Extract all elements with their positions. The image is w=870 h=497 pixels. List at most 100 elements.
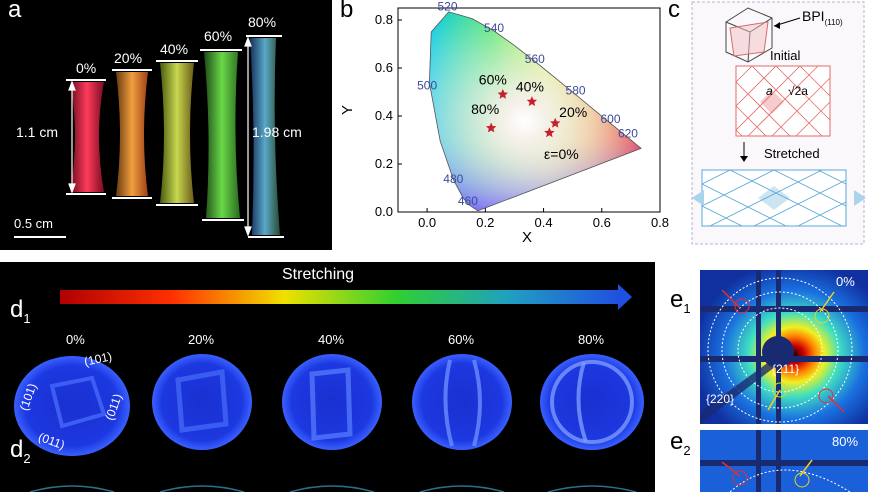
- panel-letter: a: [8, 0, 22, 23]
- e2-strain: 80%: [832, 434, 859, 449]
- x-tick-label: 0.4: [535, 215, 553, 230]
- strain-label: 40%: [160, 41, 189, 57]
- wavelength-label: 620: [618, 127, 638, 141]
- e1-sub: 1: [683, 300, 691, 316]
- wavelength-label: 560: [525, 52, 545, 66]
- y-tick-label: 0.6: [375, 60, 393, 75]
- data-point-star: [526, 96, 538, 106]
- d2-letter: d: [10, 436, 24, 463]
- stretched-lattice: [701, 169, 847, 227]
- wavelength-label: 480: [443, 172, 463, 186]
- stretching-arrow-head: [618, 284, 632, 310]
- bpi-label: BPI(110): [802, 8, 843, 27]
- x-tick-label: 0.8: [651, 215, 669, 230]
- e2-letter: e: [670, 428, 684, 455]
- disc-0: [14, 356, 130, 456]
- panel-c-svg: [691, 1, 866, 245]
- data-point-star: [485, 122, 497, 133]
- panel-a-photos: a 0% 20% 40% 60% 80% 1.1 cm 1.98 cm 0.5 …: [0, 0, 332, 250]
- disc-80: [540, 354, 644, 450]
- lattice-a: a: [766, 84, 773, 98]
- panel-d-svg: [14, 284, 644, 493]
- panel-c-schematic: c: [668, 0, 868, 248]
- strip-end-bars: [66, 35, 284, 238]
- lattice-sqrt2a: √2a: [788, 84, 808, 98]
- ring-220: {220}: [706, 392, 735, 406]
- data-point-star: [497, 88, 508, 99]
- y-tick-label: 0.0: [375, 204, 393, 219]
- x-tick-label: 0.2: [476, 215, 494, 230]
- d1-sub: 1: [23, 310, 31, 326]
- data-point-star: [544, 127, 555, 138]
- d1-label: d1: [10, 296, 31, 326]
- panel-a-svg: [14, 35, 284, 238]
- strain-label: 20%: [188, 332, 215, 347]
- x-tick-label: 0.6: [593, 215, 611, 230]
- strip-0: [70, 82, 104, 192]
- data-point-label: ε=0%: [544, 146, 579, 162]
- d2-label: d2: [10, 436, 31, 466]
- stretched-length: 1.98 cm: [252, 124, 302, 140]
- data-point-star: [550, 117, 561, 128]
- e1-label: e1: [670, 286, 691, 316]
- data-point-label: 80%: [471, 101, 499, 117]
- e2-sub: 2: [683, 442, 691, 458]
- panel-letter: b: [340, 0, 354, 23]
- d2-sub: 2: [23, 450, 31, 466]
- wavelength-label: 540: [484, 21, 504, 35]
- e1-strain: 0%: [836, 274, 855, 289]
- plot-frame: [397, 7, 661, 213]
- y-tick-label: 0.8: [375, 12, 393, 27]
- initial-label: Initial: [770, 48, 801, 63]
- stretched-label: Stretched: [764, 146, 820, 161]
- disc-60: [412, 354, 512, 450]
- data-point-label: 40%: [516, 79, 544, 95]
- stretching-title: Stretching: [282, 266, 355, 283]
- bpi-subscript: (110): [824, 17, 843, 27]
- strain-label: 20%: [114, 50, 143, 66]
- wavelength-label: 460: [458, 194, 478, 208]
- scale-bar-label: 0.5 cm: [14, 216, 54, 231]
- panel-e1-svg: [700, 270, 868, 424]
- panel-d-micrographs: Stretching d1 d2 0% 20% 40% 60% 80% (101…: [0, 262, 655, 493]
- data-point-label: 60%: [479, 71, 507, 87]
- initial-lattice: [735, 65, 831, 137]
- strip-20: [116, 72, 148, 196]
- panel-e2-saxs: e2 80%: [660, 428, 870, 493]
- bpi-text: BPI: [802, 8, 825, 24]
- disc-20: [152, 354, 252, 450]
- wavelength-label: 500: [417, 79, 437, 93]
- strain-label: 80%: [578, 332, 605, 347]
- strain-label: 60%: [448, 332, 475, 347]
- wavelength-label: 600: [600, 112, 620, 126]
- panel-e1-saxs: e1 0% {211} {220}: [660, 262, 870, 427]
- strain-label: 80%: [248, 14, 277, 30]
- strip-40: [160, 63, 194, 203]
- cie-plot-area: 0.0 0.2 0.4 0.6 0.8 0.0 0.2 0.4 0.6 0.8 X Y 520 540 56…: [339, 0, 669, 246]
- data-point-label: 20%: [559, 104, 587, 120]
- y-tick-label: 0.4: [375, 108, 393, 123]
- strain-label: 40%: [318, 332, 345, 347]
- x-axis-label: X: [522, 229, 532, 246]
- cie-gamut-white: [428, 11, 642, 212]
- strain-label: 60%: [204, 28, 233, 44]
- wavelength-label: 520: [437, 0, 457, 13]
- x-tick-label: 0.0: [418, 215, 436, 230]
- initial-length: 1.1 cm: [16, 124, 59, 140]
- strain-label: 0%: [76, 60, 97, 76]
- wavelength-label: 580: [566, 83, 586, 97]
- panel-letter: c: [668, 0, 680, 23]
- e2-label: e2: [670, 428, 691, 458]
- y-axis-label: Y: [339, 105, 356, 115]
- panel-e2-svg: [700, 430, 868, 493]
- disc-40: [282, 354, 382, 450]
- ring-211: {211}: [772, 362, 800, 376]
- cube-icon: [725, 7, 773, 63]
- e1-letter: e: [670, 286, 684, 313]
- strip-80: [250, 38, 280, 235]
- cie-svg: 0.0 0.2 0.4 0.6 0.8 0.0 0.2 0.4 0.6 0.8 X Y 520 540 56…: [339, 0, 669, 246]
- y-tick-label: 0.2: [375, 156, 393, 171]
- strip-60: [204, 52, 240, 218]
- d1-letter: d: [10, 296, 24, 323]
- strain-label: 0%: [66, 332, 85, 347]
